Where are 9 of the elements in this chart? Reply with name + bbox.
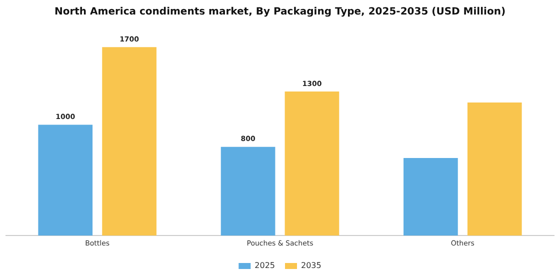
legend-label: 2025: [254, 261, 275, 270]
bar: [220, 146, 276, 236]
bar: [404, 158, 458, 236]
legend-label: 2035: [301, 261, 322, 270]
chart-title: North America condiments market, By Packaging Type, 2025-2035 (USD Million): [54, 6, 506, 18]
bar: [102, 47, 156, 236]
bar: [284, 91, 340, 236]
bar: [38, 124, 93, 236]
bar: [467, 102, 522, 236]
